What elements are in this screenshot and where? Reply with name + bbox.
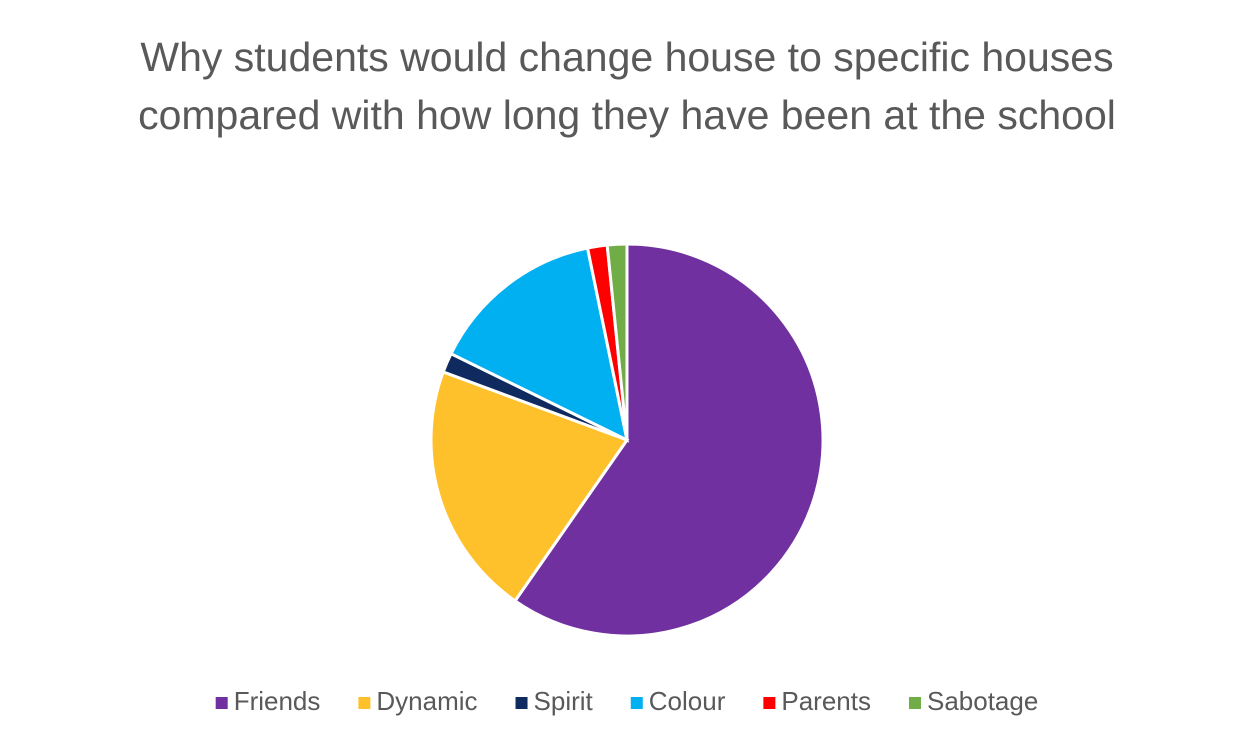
legend-label: Colour — [649, 686, 726, 716]
pie-slice — [429, 370, 630, 603]
pie-slice — [605, 242, 629, 441]
legend-marker — [763, 697, 776, 709]
legend-marker — [358, 697, 371, 709]
legend-marker — [630, 697, 643, 709]
pie-slice — [512, 242, 825, 638]
legend-marker — [908, 697, 921, 709]
legend-label: Dynamic — [376, 686, 477, 716]
legend-marker — [215, 697, 228, 709]
legend-label: Spirit — [534, 686, 594, 716]
pie-slice — [449, 246, 630, 443]
legend-label: Friends — [234, 686, 321, 716]
chart-title: Why students would change house to speci… — [138, 34, 1116, 138]
legend-label: Parents — [781, 686, 871, 716]
legend-marker — [515, 697, 528, 709]
legend-label: Sabotage — [927, 686, 1038, 716]
